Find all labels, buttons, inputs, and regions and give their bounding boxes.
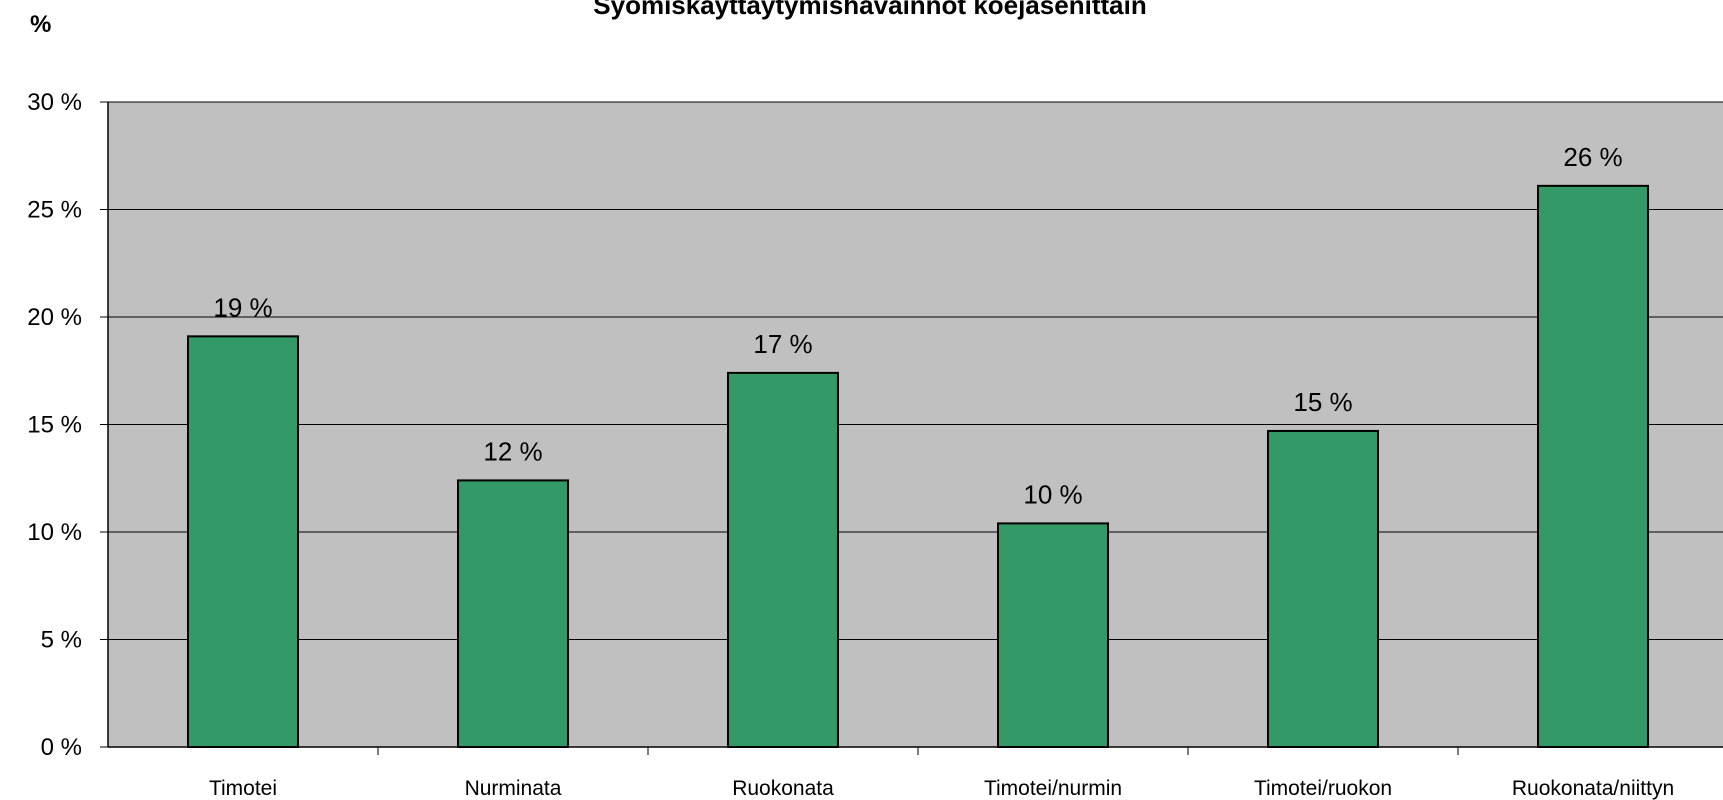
data-label: 12 %: [483, 436, 542, 466]
x-tick-label: Ruokonata/niittyn: [1512, 777, 1674, 800]
y-tick-label: 25 %: [27, 197, 82, 224]
bar: [457, 479, 569, 748]
x-tick-label: Timotei/ruokon: [1254, 777, 1392, 800]
data-label: 15 %: [1293, 387, 1352, 417]
y-tick-label: 30 %: [27, 89, 82, 116]
data-label: 17 %: [753, 329, 812, 359]
x-tick-label: Timotei: [209, 777, 277, 800]
bar: [727, 371, 839, 748]
bar: [1537, 184, 1649, 749]
bar: [1267, 429, 1379, 748]
y-tick-label: 15 %: [27, 412, 82, 439]
y-tick-label: 0 %: [41, 734, 82, 761]
x-tick-label: Timotei/nurmin: [984, 777, 1122, 800]
data-label: 19 %: [213, 292, 272, 322]
bar: [187, 335, 299, 748]
x-tick-label: Nurminata: [465, 777, 562, 800]
y-tick-label: 20 %: [27, 304, 82, 331]
x-tick-label: Ruokonata: [732, 777, 834, 800]
data-label: 26 %: [1563, 142, 1622, 172]
bar: [997, 522, 1109, 749]
y-axis-label: %: [30, 11, 51, 38]
data-label: 10 %: [1023, 479, 1082, 509]
y-tick-label: 10 %: [27, 519, 82, 546]
chart-title: Syömiskäyttäytymishavainnot koejäsenittä…: [593, 0, 1146, 20]
y-tick-label: 5 %: [41, 627, 82, 654]
